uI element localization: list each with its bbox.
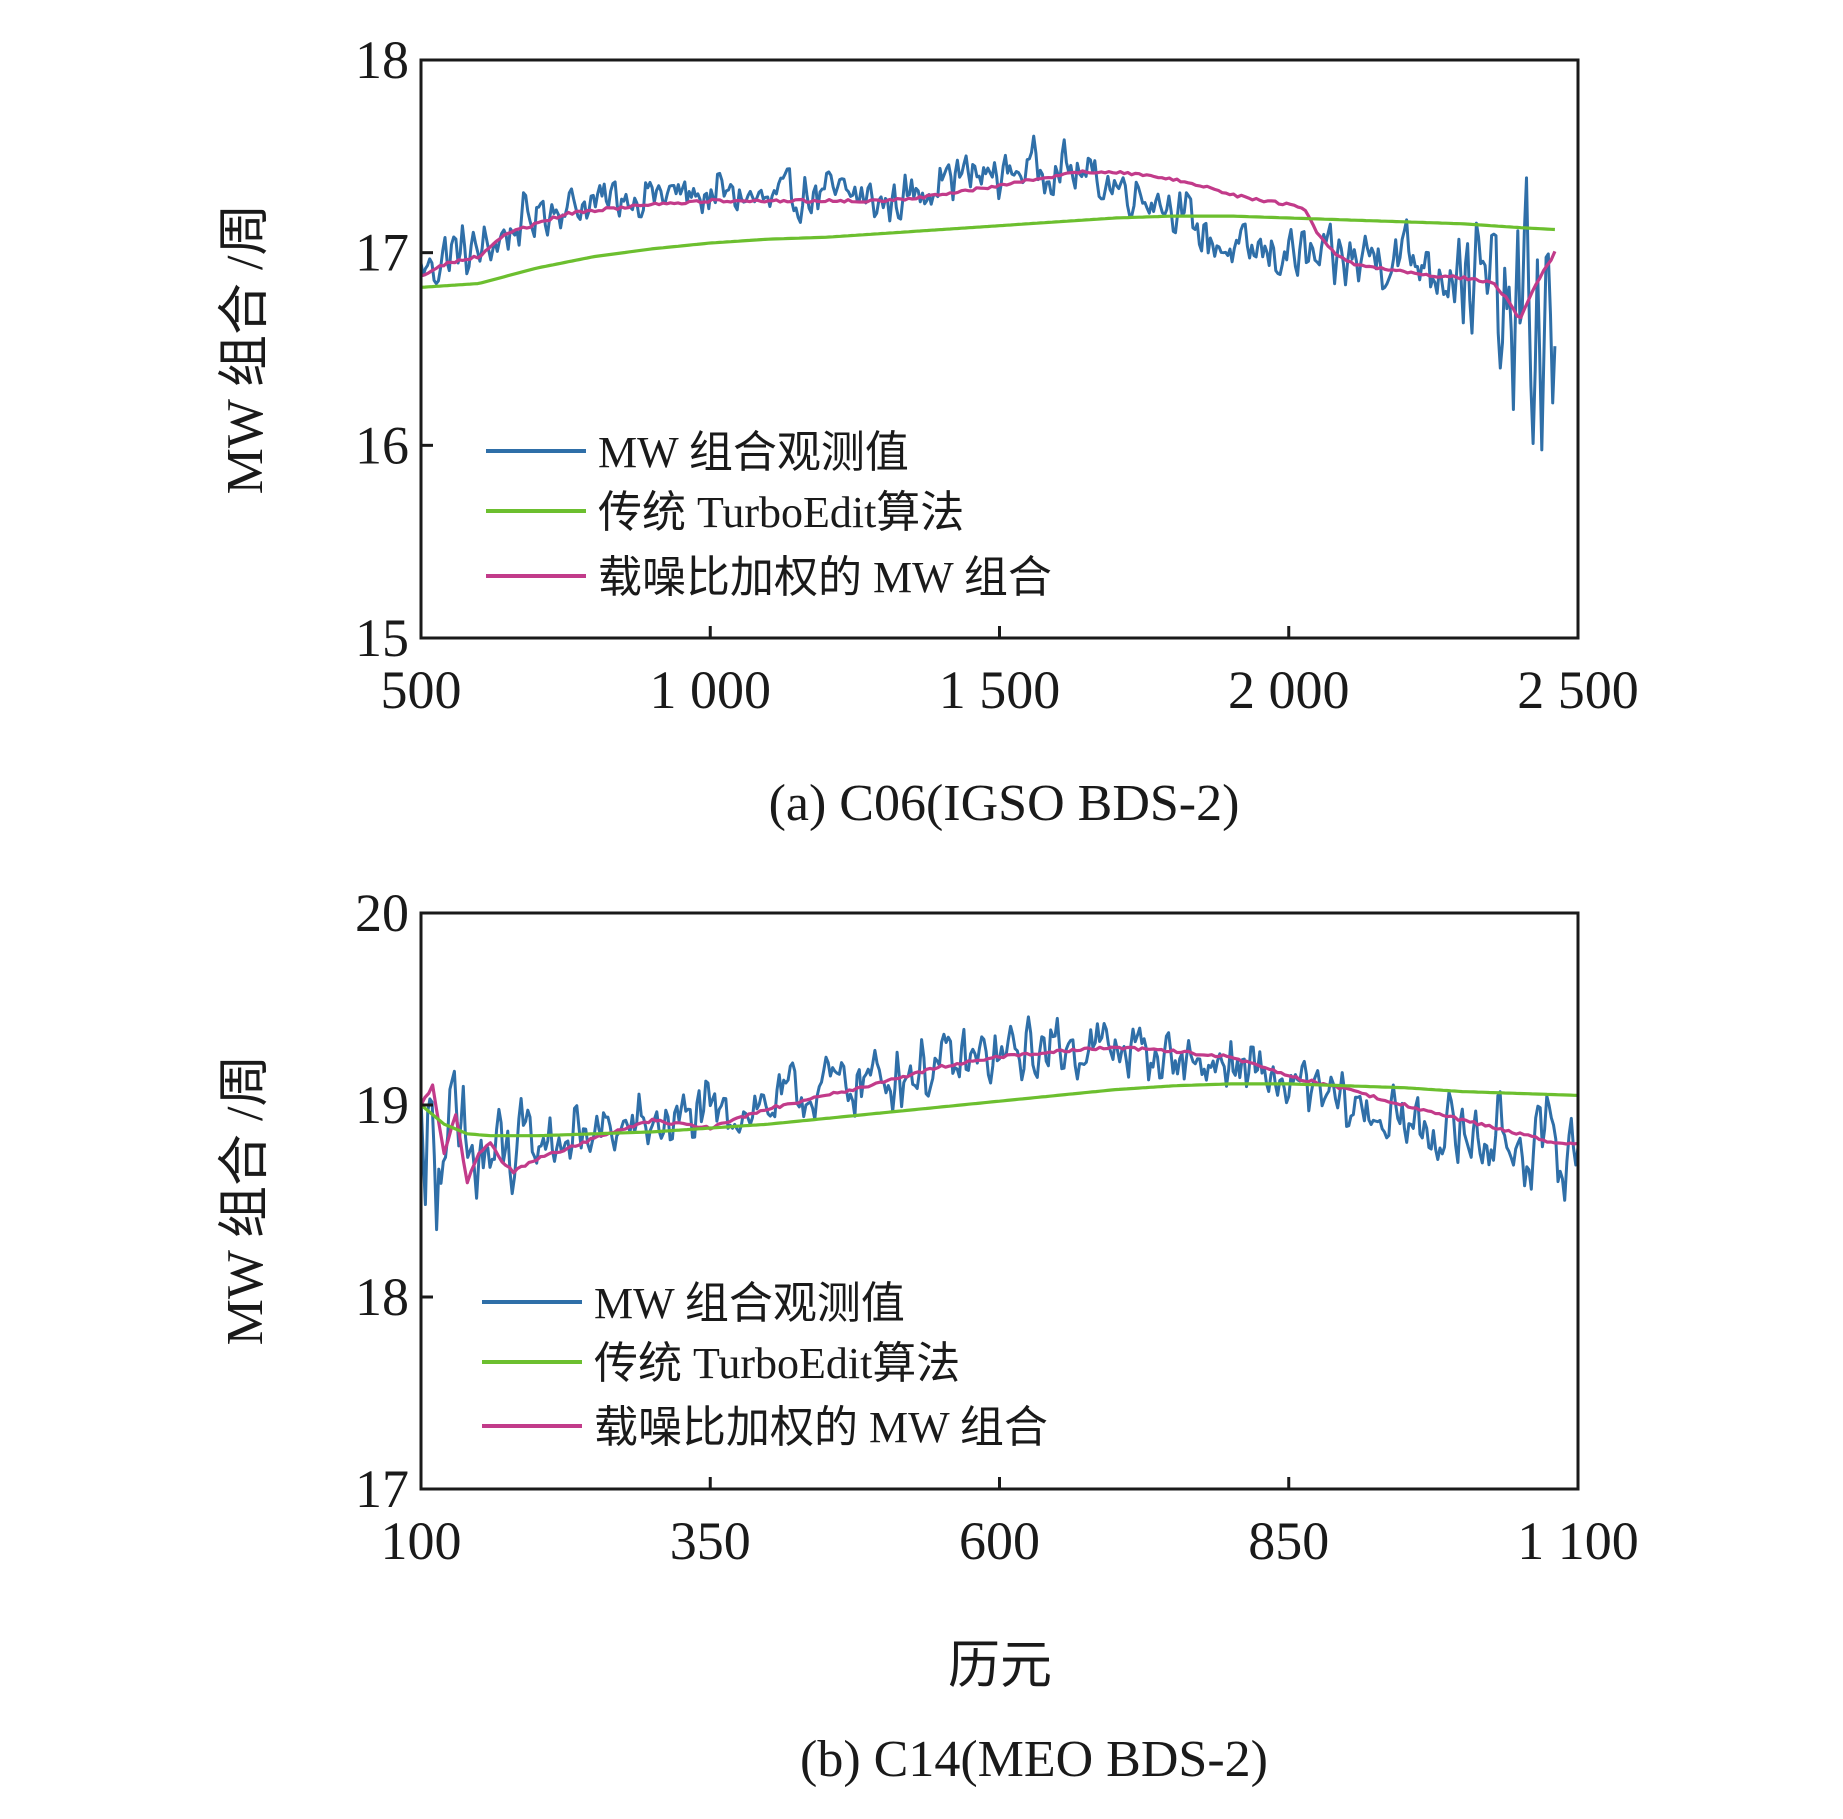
legend: MW 组合观测值 传统 TurboEdit算法 载噪比加权的 MW 组合 bbox=[486, 428, 1052, 602]
chart-panel-b: 100 350 600 850 1 100 17 18 19 20 MW 组合观测值 传统 Tu… bbox=[217, 883, 1639, 1788]
y-tick-label: 18 bbox=[355, 1267, 409, 1327]
legend-label-weighted: 载噪比加权的 MW 组合 bbox=[598, 553, 1052, 602]
y-axis-label: MW 组合 /周 bbox=[217, 204, 274, 495]
y-tick-label: 15 bbox=[355, 608, 409, 668]
x-tick-label: 2 500 bbox=[1517, 660, 1639, 720]
legend-label-observed: MW 组合观测值 bbox=[594, 1279, 905, 1328]
legend-label-traditional: 传统 TurboEdit算法 bbox=[598, 488, 964, 537]
x-tick-label: 100 bbox=[381, 1511, 462, 1571]
axis-ticks: 500 1 000 1 500 2 000 2 500 15 16 17 18 bbox=[355, 30, 1639, 720]
y-axis-label: MW 组合 /周 bbox=[217, 1055, 274, 1346]
y-tick-label: 17 bbox=[355, 1459, 409, 1519]
axis-ticks: 100 350 600 850 1 100 17 18 19 20 bbox=[355, 883, 1639, 1571]
x-tick-label: 850 bbox=[1248, 1511, 1329, 1571]
plot-frame bbox=[419, 58, 1580, 640]
chart-panel-a: 500 1 000 1 500 2 000 2 500 15 16 17 18 MW 组合观测值… bbox=[217, 30, 1639, 832]
series-lines bbox=[421, 134, 1557, 452]
x-tick-label: 500 bbox=[381, 660, 462, 720]
legend-label-observed: MW 组合观测值 bbox=[598, 428, 909, 477]
x-tick-label: 600 bbox=[959, 1511, 1040, 1571]
x-tick-label: 1 100 bbox=[1517, 1511, 1639, 1571]
x-tick-label: 2 000 bbox=[1228, 660, 1350, 720]
series-lines bbox=[421, 1015, 1578, 1232]
x-axis-label: 历元 bbox=[948, 1638, 1052, 1695]
chart-title: (b) C14(MEO BDS-2) bbox=[800, 1731, 1268, 1788]
series-line-observed bbox=[421, 1015, 1578, 1232]
y-tick-label: 17 bbox=[355, 223, 409, 283]
y-tick-label: 19 bbox=[355, 1075, 409, 1135]
series-line-observed bbox=[421, 134, 1557, 452]
legend-label-traditional: 传统 TurboEdit算法 bbox=[594, 1339, 960, 1388]
y-tick-label: 18 bbox=[355, 30, 409, 90]
series-line-traditional bbox=[421, 1082, 1578, 1138]
x-tick-label: 1 500 bbox=[939, 660, 1061, 720]
y-tick-label: 16 bbox=[355, 415, 409, 475]
series-line-traditional bbox=[421, 214, 1555, 289]
legend: MW 组合观测值 传统 TurboEdit算法 载噪比加权的 MW 组合 bbox=[482, 1279, 1048, 1452]
y-tick-label: 20 bbox=[355, 883, 409, 943]
chart-title: (a) C06(IGSO BDS-2) bbox=[769, 775, 1240, 832]
x-tick-label: 1 000 bbox=[650, 660, 772, 720]
x-tick-label: 350 bbox=[670, 1511, 751, 1571]
legend-label-weighted: 载噪比加权的 MW 组合 bbox=[594, 1403, 1048, 1452]
series-line-weighted bbox=[421, 169, 1557, 320]
